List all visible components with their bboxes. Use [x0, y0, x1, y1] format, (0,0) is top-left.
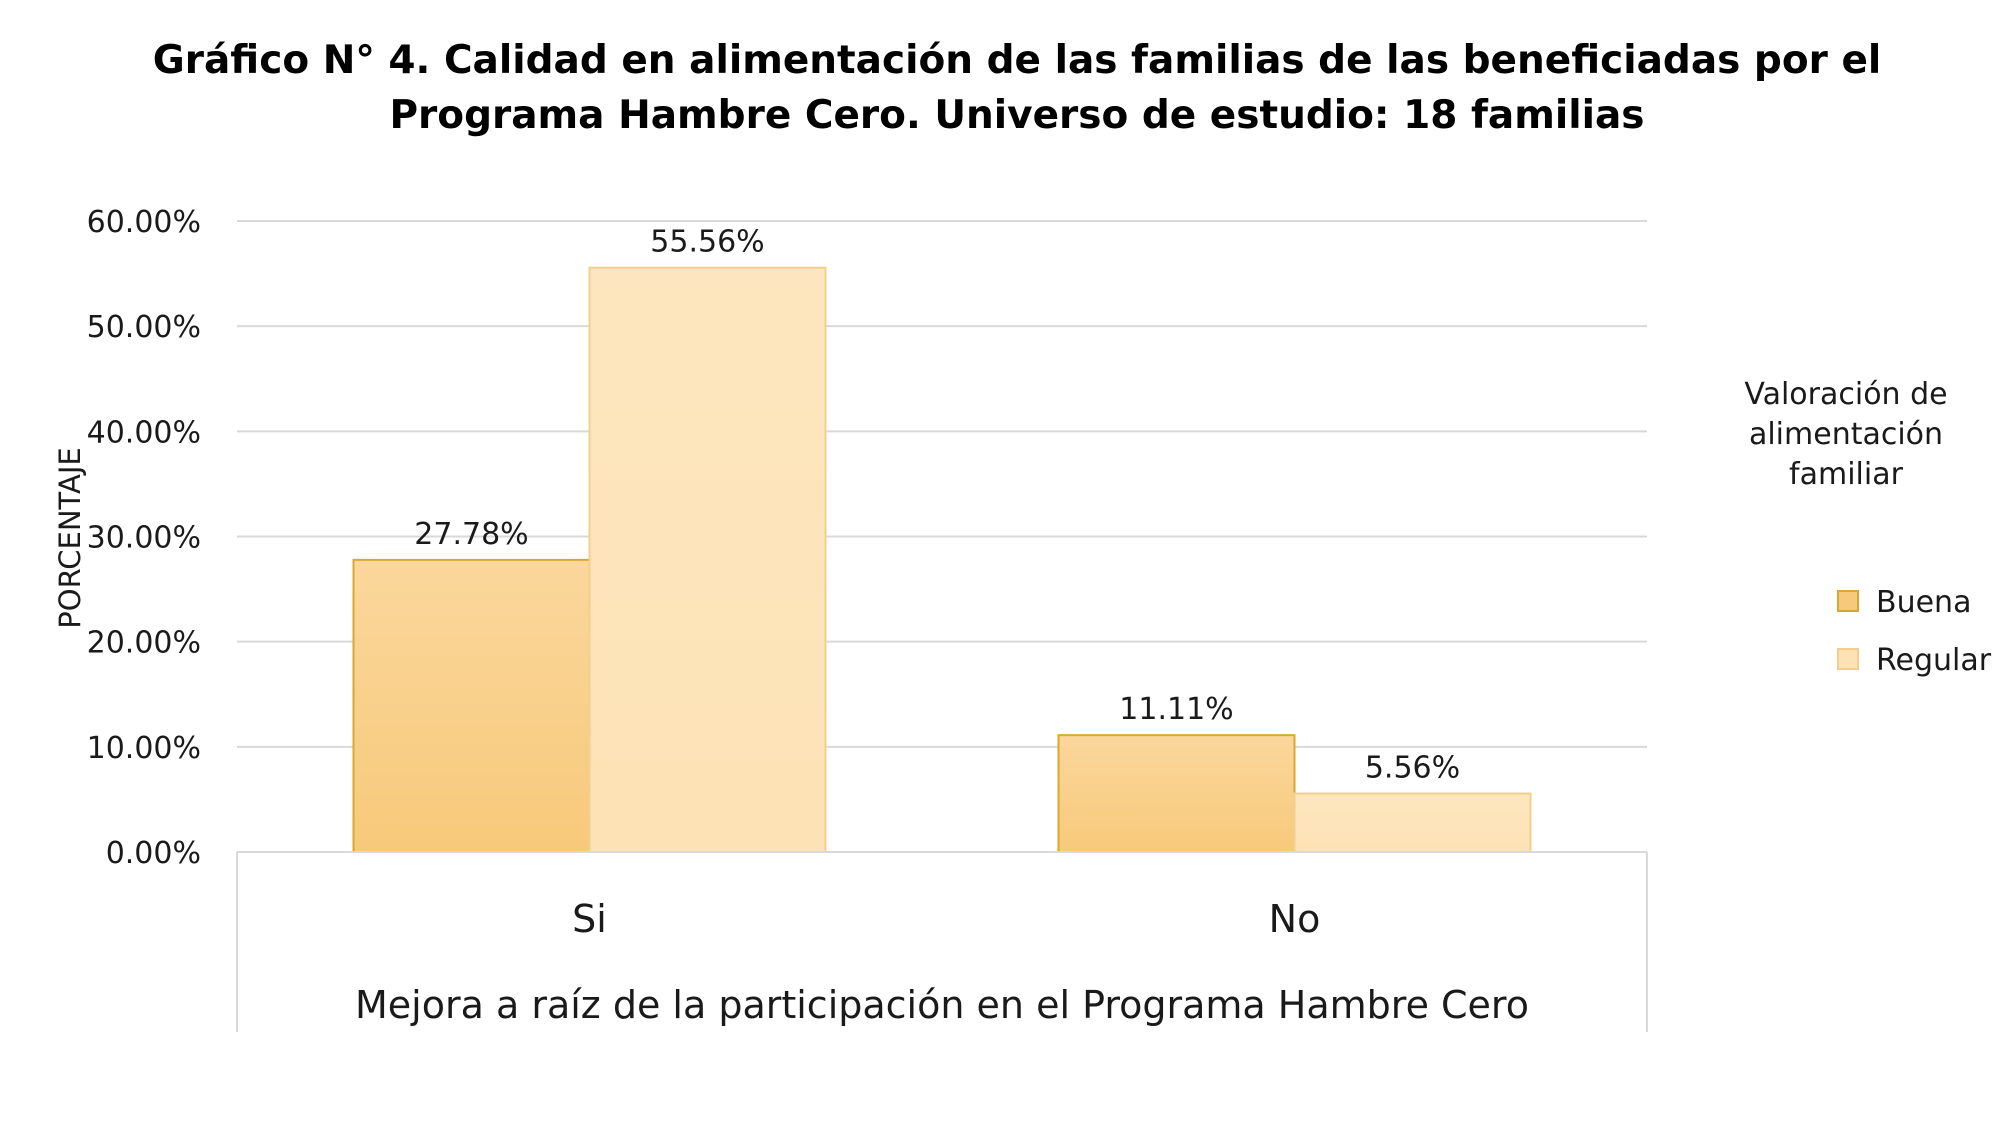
bar-buena-no [1057, 734, 1296, 854]
legend-swatch-buena [1837, 590, 1859, 612]
bar-buena-si [352, 558, 591, 853]
data-label: 11.11% [1119, 692, 1233, 727]
y-tick-label: 10.00% [87, 731, 201, 766]
legend-title: Valoración de [1744, 377, 1947, 412]
data-label: 5.56% [1365, 751, 1460, 786]
legend-title: familiar [1789, 457, 1904, 492]
data-label: 27.78% [414, 517, 528, 552]
data-label: 55.56% [650, 225, 764, 260]
legend-title: alimentación [1749, 417, 1943, 452]
x-category-label: No [1269, 897, 1321, 941]
legend-label: Regular [1876, 643, 1992, 678]
bar-regular-si [588, 266, 827, 854]
y-tick-label: 50.00% [87, 310, 201, 345]
bar-regular-no [1293, 792, 1532, 854]
legend-label: Buena [1876, 585, 1971, 620]
x-axis-title: Mejora a raíz de la participación en el … [355, 983, 1529, 1027]
chart-title-line-2: Programa Hambre Cero. Universo de estudi… [389, 93, 1644, 138]
y-tick-label: 40.00% [87, 415, 201, 450]
y-tick-label: 0.00% [106, 836, 201, 871]
chart-title-line-1: Gráfico N° 4. Calidad en alimentación de… [153, 38, 1882, 83]
y-tick-label: 20.00% [87, 626, 201, 661]
y-tick-label: 30.00% [87, 521, 201, 556]
y-axis-title: PORCENTAJE [53, 447, 87, 628]
y-tick-label: 60.00% [87, 205, 201, 240]
x-category-label: Si [572, 897, 607, 941]
legend-swatch-regular [1837, 648, 1859, 670]
